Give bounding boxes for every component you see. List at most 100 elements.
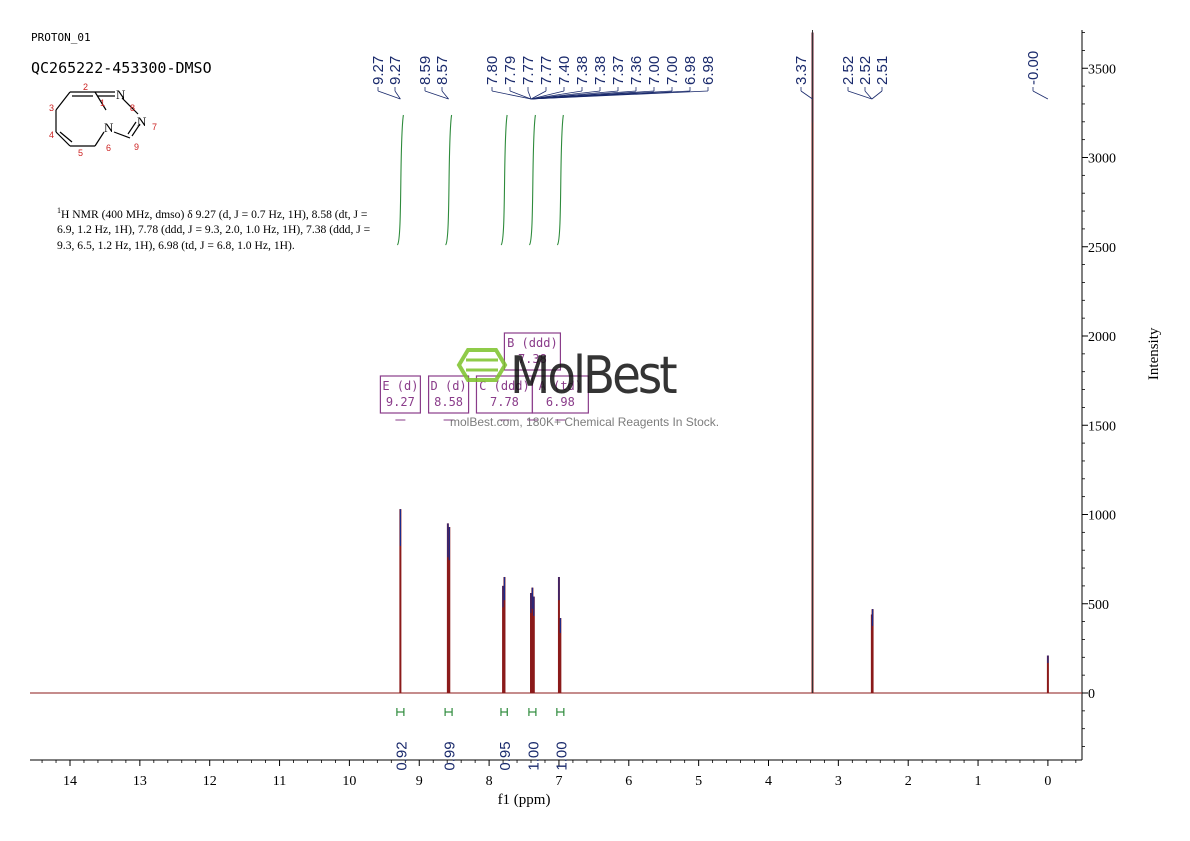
integral-curve <box>528 114 536 246</box>
x-tick-label: 10 <box>342 774 356 789</box>
multiplet-shift: 6.98 <box>546 395 575 409</box>
peak-label: 8.59 <box>417 56 434 85</box>
multiplet-label: D (d) <box>431 379 467 393</box>
peak-label-connector <box>864 90 873 100</box>
integral-curve <box>396 114 404 246</box>
x-tick-label: 3 <box>835 774 842 789</box>
y-tick-label: 3500 <box>1088 62 1116 77</box>
multiplet-box <box>379 375 421 414</box>
peak-label-connector <box>847 90 873 100</box>
x-axis-label: f1 (ppm) <box>498 792 551 808</box>
peak-label: 7.80 <box>484 56 501 85</box>
peak-label: 7.77 <box>538 56 555 85</box>
integral-value: 1.00 <box>553 741 570 770</box>
peak-label-connector <box>527 90 532 100</box>
x-tick-label: 8 <box>486 774 493 789</box>
peak-label-connector <box>530 90 709 100</box>
x-tick-label: 6 <box>625 774 632 789</box>
y-tick-label: 1000 <box>1088 509 1116 524</box>
multiplet-box <box>427 375 470 414</box>
peak-label: 7.00 <box>646 56 663 85</box>
peak-label: 2.52 <box>857 56 874 85</box>
peak-label-connector <box>377 90 401 100</box>
watermark: MolBest molBest.com, 180K+ Chemical Reag… <box>450 346 719 429</box>
peak-label-connector <box>424 90 449 100</box>
y-tick-label: 500 <box>1088 598 1109 613</box>
peak-label-connector <box>441 90 449 100</box>
watermark-tagline: molBest.com, 180K+ Chemical Reagents In … <box>450 415 719 429</box>
integral-value: 0.92 <box>393 741 410 770</box>
peak-label: -0.00 <box>1025 51 1042 85</box>
x-tick-label: 13 <box>133 774 147 789</box>
peak-label-connector <box>491 90 532 100</box>
peak-label: 2.52 <box>840 56 857 85</box>
peak-label-connector <box>530 90 547 100</box>
peak-label: 7.40 <box>556 56 573 85</box>
peak-label: 3.37 <box>793 56 810 85</box>
y-tick-label: 3000 <box>1088 152 1116 167</box>
multiplet-box <box>503 332 562 371</box>
peak-label: 7.00 <box>664 56 681 85</box>
multiplet-label: A (td) <box>539 379 582 393</box>
peak-label-connector <box>800 90 813 100</box>
atom-number: 4 <box>49 130 54 140</box>
peak-label: 7.38 <box>574 56 591 85</box>
peak-label: 6.98 <box>682 56 699 85</box>
sample-name: QC265222-453300-DMSO <box>31 59 212 77</box>
integral-curve <box>500 114 508 246</box>
atom-number: 7 <box>152 122 157 132</box>
atom-number: 2 <box>83 82 88 92</box>
peak-label: 7.36 <box>628 56 645 85</box>
x-tick-label: 4 <box>765 774 772 789</box>
peak-label: 7.77 <box>520 56 537 85</box>
multiplet-shift: 7.38 <box>518 352 547 366</box>
atom-n1: N <box>116 87 126 102</box>
molecule-structure: N N N 1 2 3 4 5 6 7 8 9 <box>49 82 157 158</box>
y-tick-label: 0 <box>1088 687 1095 702</box>
x-tick-label: 11 <box>273 774 286 789</box>
description-text: H NMR (400 MHz, dmso) δ 9.27 (d, J = 0.7… <box>57 207 371 252</box>
multiplet-box <box>531 375 589 414</box>
atom-number: 5 <box>78 148 83 158</box>
atom-number: 1 <box>100 98 105 108</box>
multiplet-shift: 8.58 <box>434 395 463 409</box>
atom-number: 8 <box>130 103 135 113</box>
peak-label: 9.27 <box>387 56 404 85</box>
x-tick-label: 9 <box>416 774 423 789</box>
x-tick-label: 0 <box>1044 774 1051 789</box>
nmr-description: 1H NMR (400 MHz, dmso) δ 9.27 (d, J = 0.… <box>57 203 377 253</box>
multiplet-box <box>475 375 534 414</box>
peak-label-connector <box>530 90 565 100</box>
multiplet-label: E (d) <box>382 379 418 393</box>
description-superscript: 1 <box>57 206 61 215</box>
x-tick-label: 1 <box>975 774 982 789</box>
integral-value: 0.95 <box>497 741 514 770</box>
peak-label-connector <box>394 90 401 100</box>
integral-value: 0.99 <box>442 741 459 770</box>
x-tick-label: 5 <box>695 774 702 789</box>
multiplets: E (d) 9.27 D (d) 8.58 C (ddd) 7.78 B (ddd) 7.38… <box>379 332 589 421</box>
peak-label-connector <box>1032 90 1049 100</box>
integral-curve <box>445 114 453 246</box>
molbest-logo-icon <box>456 348 508 382</box>
y-tick-label: 2000 <box>1088 330 1116 345</box>
peak-label-connector <box>509 90 532 100</box>
integrals: 0.92 0.99 0.95 1.00 1.00 <box>393 114 570 771</box>
peak-labels: 9.27 9.27 8.59 8.57 7.80 7.79 7.77 7.77 7.40 7.38… <box>370 51 1049 100</box>
atom-n2: N <box>137 114 147 129</box>
peaks <box>30 30 1082 694</box>
x-tick-label: 14 <box>63 774 77 789</box>
peak-label: 7.38 <box>592 56 609 85</box>
y-tick-label: 1500 <box>1088 419 1116 434</box>
peak-label-connector <box>871 90 883 100</box>
x-tick-label: 7 <box>555 774 562 789</box>
peak-label: 7.79 <box>502 56 519 85</box>
peak-label: 2.51 <box>874 56 891 85</box>
peak-label: 6.98 <box>700 56 717 85</box>
atom-number: 9 <box>134 142 139 152</box>
y-tick-label: 2500 <box>1088 241 1116 256</box>
peak-label: 9.27 <box>370 56 387 85</box>
multiplet-label: C (ddd) <box>479 379 530 393</box>
y-axis-label: Intensity <box>1146 327 1162 380</box>
